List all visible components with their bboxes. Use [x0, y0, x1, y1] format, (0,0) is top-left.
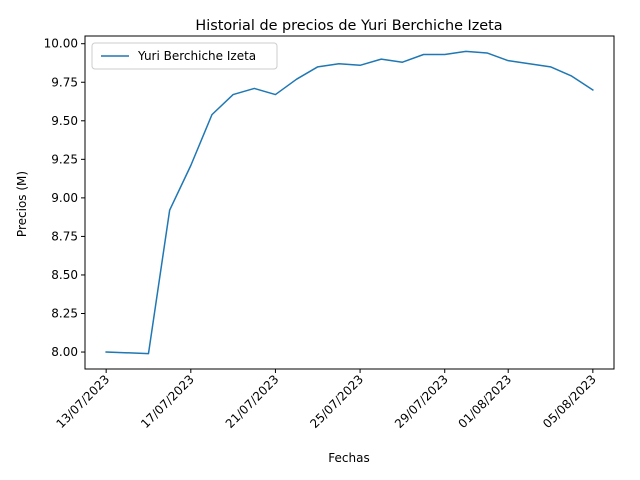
y-tick-label: 8.00	[51, 345, 78, 359]
x-tick-label: 25/07/2023	[307, 372, 366, 431]
y-axis-ticks: 8.00 8.25 8.50 8.75 9.00 9.25 9.50 9.75 10.00	[44, 37, 85, 359]
y-tick-label: 10.00	[44, 37, 78, 51]
x-axis-ticks: 13/07/2023 17/07/2023 21/07/2023 25/07/2023…	[53, 369, 599, 431]
y-tick-label: 9.25	[51, 152, 78, 166]
series-line	[105, 50, 594, 355]
series-layer	[105, 50, 594, 355]
y-axis-label: Precios (M)	[15, 171, 29, 237]
legend: Yuri Berchiche Izeta	[91, 42, 278, 70]
chart-title: Historial de precios de Yuri Berchiche I…	[195, 18, 502, 34]
x-tick-label: 05/08/2023	[540, 372, 599, 431]
y-tick-label: 8.75	[51, 229, 78, 243]
y-tick-label: 9.50	[51, 114, 78, 128]
legend-box	[91, 42, 278, 70]
x-axis-label: Fechas	[328, 451, 369, 465]
x-tick-label: 01/08/2023	[456, 372, 515, 431]
x-tick-label: 21/07/2023	[223, 372, 282, 431]
legend-label: Yuri Berchiche Izeta	[137, 49, 256, 63]
x-tick-label: 17/07/2023	[138, 372, 197, 431]
y-tick-label: 9.00	[51, 191, 78, 205]
x-tick-label: 13/07/2023	[53, 372, 112, 431]
y-tick-label: 8.25	[51, 307, 78, 321]
y-tick-label: 9.75	[51, 75, 78, 89]
plot-frame	[84, 35, 615, 370]
y-tick-label: 8.50	[51, 268, 78, 282]
x-tick-label: 29/07/2023	[392, 372, 451, 431]
